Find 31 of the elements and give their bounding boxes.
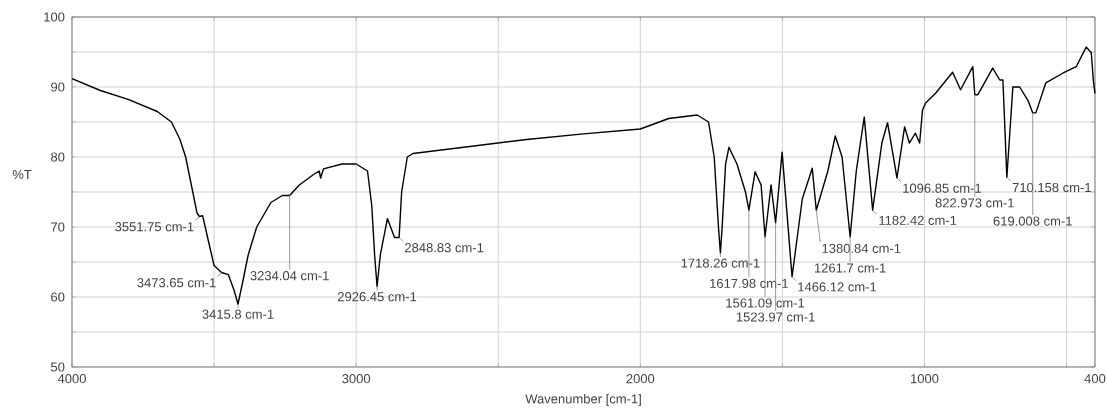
y-tick-label: 60 xyxy=(51,292,65,302)
y-tick-label: 50 xyxy=(51,362,65,372)
annotation: 1261.7 cm-1 xyxy=(814,263,886,273)
y-tick-label: 70 xyxy=(51,222,65,232)
annotation: 619.008 cm-1 xyxy=(993,216,1072,226)
y-tick-label: 100 xyxy=(44,12,65,22)
annotation: 1380.84 cm-1 xyxy=(822,243,901,253)
annotation: 822.973 cm-1 xyxy=(935,198,1014,208)
annotation: 1096.85 cm-1 xyxy=(903,183,982,193)
annotation: 710.158 cm-1 xyxy=(1012,182,1091,193)
annotation: 2848.83 cm-1 xyxy=(405,243,484,253)
y-tick-label: 80 xyxy=(51,152,65,162)
annotation: 1561.09 cm-1 xyxy=(726,298,805,308)
y-axis-title: %T xyxy=(12,169,32,180)
x-tick-label: 400 xyxy=(1084,374,1106,384)
annotation: 1617.98 cm-1 xyxy=(710,278,788,288)
x-axis-title: Wavenumber [cm-1] xyxy=(525,393,641,407)
annotation: 1718.26 cm-1 xyxy=(681,258,760,268)
annotation: 1466.12 cm-1 xyxy=(798,282,877,292)
annotation: 1182.42 cm-1 xyxy=(879,215,957,225)
annotation: 3551.75 cm-1 xyxy=(115,222,194,232)
x-tick-label: 1000 xyxy=(911,374,939,384)
annotation: 2926.45 cm-1 xyxy=(337,292,417,302)
annotation: 1523.97 cm-1 xyxy=(736,312,815,322)
x-tick-label: 2000 xyxy=(626,374,655,384)
annotation: 3473.65 cm-1 xyxy=(137,278,216,288)
x-tick-label: 3000 xyxy=(342,374,371,384)
y-tick-label: 90 xyxy=(51,82,65,92)
x-tick-label: 4000 xyxy=(57,374,86,384)
annotation: 3415.8 cm-1 xyxy=(202,309,274,319)
annotation: 3234.04 cm-1 xyxy=(250,271,329,281)
